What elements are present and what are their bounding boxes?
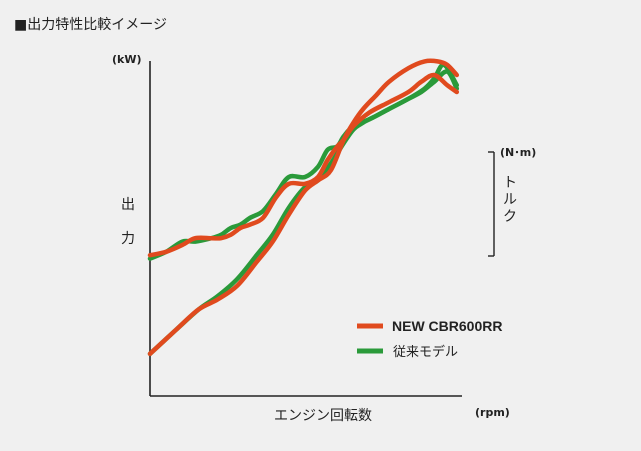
power-line-new-cbr600rr bbox=[147, 58, 460, 357]
y-axis-label: 出力 bbox=[121, 197, 135, 247]
torque-label: トルク bbox=[503, 175, 517, 225]
legend-label-new-cbr600rr: NEW CBR600RR bbox=[392, 318, 502, 334]
x-axis-label: エンジン回転数 bbox=[274, 408, 372, 424]
power-line-previous-model bbox=[147, 62, 460, 357]
torque-line-new-cbr600rr bbox=[147, 72, 460, 258]
torque-unit: (N･m) bbox=[500, 146, 536, 159]
x-axis-unit: (rpm) bbox=[475, 406, 510, 419]
torque-bracket bbox=[488, 151, 495, 257]
legend: NEW CBR600RR 従来モデル bbox=[357, 318, 502, 360]
y-axis-unit: (kW) bbox=[112, 53, 142, 66]
series-layer bbox=[147, 58, 460, 357]
chart-title: ■出力特性比較イメージ bbox=[14, 17, 167, 33]
legend-label-previous-model: 従来モデル bbox=[393, 344, 458, 360]
